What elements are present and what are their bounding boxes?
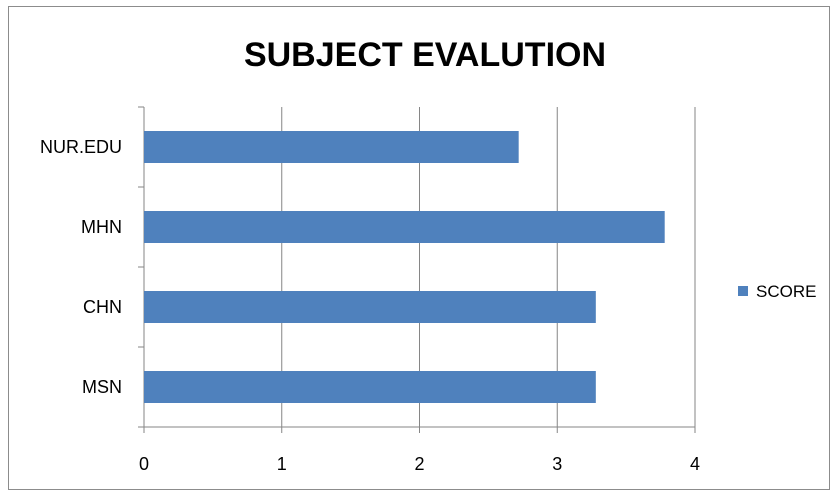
- bar-nur-edu: [144, 131, 519, 163]
- x-tick-label: 0: [139, 454, 149, 474]
- y-tick-label: MHN: [81, 217, 122, 237]
- chart-title: SUBJECT EVALUTION: [244, 36, 606, 74]
- legend-label: SCORE: [756, 282, 816, 301]
- legend: SCORE: [738, 282, 816, 301]
- y-tick-label: MSN: [82, 377, 122, 397]
- bar-msn: [144, 371, 596, 403]
- x-tick-label: 4: [690, 454, 700, 474]
- y-tick-label: NUR.EDU: [40, 137, 122, 157]
- x-tick-label: 1: [277, 454, 287, 474]
- x-tick-labels: 0 1 2 3 4: [139, 454, 700, 474]
- bar-mhn: [144, 211, 665, 243]
- y-tick-label: CHN: [83, 297, 122, 317]
- x-tick-label: 3: [552, 454, 562, 474]
- x-tick-label: 2: [414, 454, 424, 474]
- y-tick-labels: MSN CHN MHN NUR.EDU: [40, 137, 122, 397]
- bars: [144, 131, 665, 403]
- bar-chn: [144, 291, 596, 323]
- legend-swatch: [738, 286, 748, 296]
